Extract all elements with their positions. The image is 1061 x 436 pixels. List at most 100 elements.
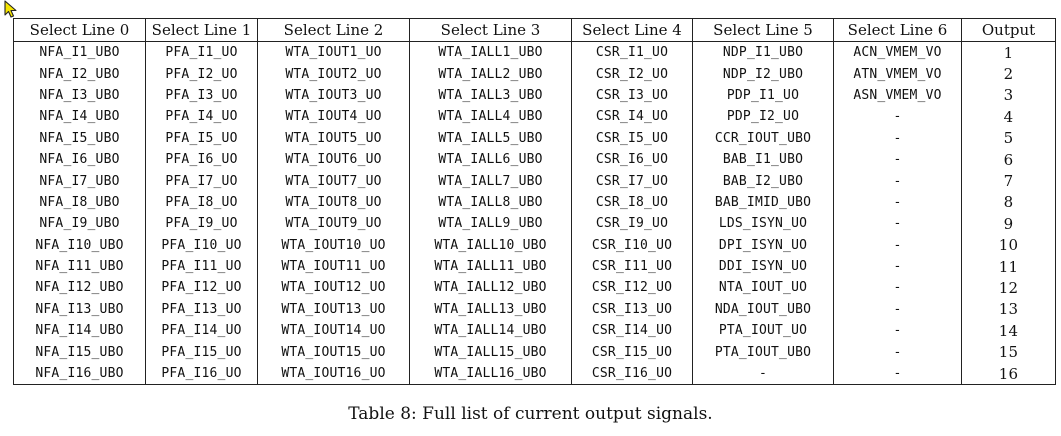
output-cell: 8	[961, 191, 1056, 214]
output-cell: 11	[961, 255, 1056, 278]
signal-cell: PFA_I2_UO	[145, 63, 258, 85]
signal-cell: PFA_I15_UO	[145, 341, 258, 363]
signal-cell: WTA_IALL16_UBO	[409, 362, 572, 386]
signal-cell: WTA_IALL14_UBO	[409, 320, 572, 342]
output-cell: 12	[961, 277, 1056, 299]
signal-cell: CSR_I15_UO	[571, 341, 693, 363]
signal-cell: NDP_I1_UBO	[692, 41, 834, 64]
signal-cell: CSR_I16_UO	[571, 362, 693, 386]
signal-cell: -	[833, 127, 962, 149]
signal-cell: PFA_I12_UO	[145, 277, 258, 299]
signal-cell: WTA_IALL15_UBO	[409, 341, 572, 363]
signal-cell: -	[833, 320, 962, 342]
signal-cell: -	[833, 362, 962, 386]
header-select-line-4: Select Line 4	[571, 18, 693, 42]
table-row: NFA_I9_UBO PFA_I9_UO WTA_IOUT9_UO WTA_IALL9…	[13, 213, 1056, 235]
signal-cell: WTA_IOUT8_UO	[257, 191, 410, 214]
signal-cell: CSR_I11_UO	[571, 255, 693, 278]
signal-cell: NFA_I14_UBO	[13, 320, 146, 342]
signal-cell: WTA_IOUT2_UO	[257, 63, 410, 85]
signal-cell: WTA_IALL2_UBO	[409, 63, 572, 85]
signal-cell: -	[833, 170, 962, 192]
table-row: NFA_I10_UBO PFA_I10_UO WTA_IOUT10_UO WTA_IA…	[13, 234, 1056, 256]
signal-cell: PDP_I2_UO	[692, 106, 834, 128]
signal-cell: WTA_IOUT3_UO	[257, 84, 410, 107]
signal-cell: NFA_I6_UBO	[13, 148, 146, 171]
output-cell: 4	[961, 106, 1056, 128]
signal-cell: NFA_I15_UBO	[13, 341, 146, 363]
signal-cell: -	[692, 362, 834, 386]
signal-cell: -	[833, 341, 962, 363]
signal-cell: CSR_I2_UO	[571, 63, 693, 85]
output-cell: 13	[961, 298, 1056, 321]
signal-cell: CSR_I14_UO	[571, 320, 693, 342]
signal-cell: CSR_I13_UO	[571, 298, 693, 321]
signal-cell: PFA_I13_UO	[145, 298, 258, 321]
header-select-line-3: Select Line 3	[409, 18, 572, 42]
signal-cell: CSR_I1_UO	[571, 41, 693, 64]
signal-cell: BAB_I2_UBO	[692, 170, 834, 192]
header-select-line-0: Select Line 0	[13, 18, 146, 42]
signal-cell: WTA_IALL7_UBO	[409, 170, 572, 192]
signal-cell: -	[833, 213, 962, 235]
signal-cell: NFA_I4_UBO	[13, 106, 146, 128]
signal-cell: DDI_ISYN_UO	[692, 255, 834, 278]
signal-cell: ASN_VMEM_VO	[833, 84, 962, 107]
signal-cell: DPI_ISYN_UO	[692, 234, 834, 256]
signal-cell: CSR_I12_UO	[571, 277, 693, 299]
table-row: NFA_I1_UBO PFA_I1_UO WTA_IOUT1_UO WTA_IALL1…	[13, 41, 1056, 64]
signal-cell: CSR_I6_UO	[571, 148, 693, 171]
signal-cell: CSR_I10_UO	[571, 234, 693, 256]
output-cell: 15	[961, 341, 1056, 363]
table-row: NFA_I13_UBO PFA_I13_UO WTA_IOUT13_UO WTA_IA…	[13, 298, 1056, 321]
signal-cell: NFA_I2_UBO	[13, 63, 146, 85]
signal-cell: PFA_I4_UO	[145, 106, 258, 128]
signal-cell: NFA_I3_UBO	[13, 84, 146, 107]
table-row: NFA_I11_UBO PFA_I11_UO WTA_IOUT11_UO WTA_IA…	[13, 255, 1056, 278]
signal-cell: NTA_IOUT_UO	[692, 277, 834, 299]
table-header-row: Select Line 0 Select Line 1 Select Line …	[13, 18, 1056, 42]
output-cell: 10	[961, 234, 1056, 256]
signal-cell: -	[833, 298, 962, 321]
signal-cell: -	[833, 255, 962, 278]
signal-cell: -	[833, 234, 962, 256]
signal-cell: PDP_I1_UO	[692, 84, 834, 107]
signal-cell: WTA_IOUT10_UO	[257, 234, 410, 256]
signal-cell: -	[833, 148, 962, 171]
signal-cell: LDS_ISYN_UO	[692, 213, 834, 235]
signal-cell: WTA_IALL3_UBO	[409, 84, 572, 107]
signal-cell: WTA_IOUT14_UO	[257, 320, 410, 342]
signal-cell: PFA_I11_UO	[145, 255, 258, 278]
signal-cell: NFA_I12_UBO	[13, 277, 146, 299]
signal-cell: BAB_IMID_UBO	[692, 191, 834, 214]
signal-cell: WTA_IALL11_UBO	[409, 255, 572, 278]
signal-cell: ATN_VMEM_VO	[833, 63, 962, 85]
signal-cell: BAB_I1_UBO	[692, 148, 834, 171]
signal-cell: WTA_IOUT7_UO	[257, 170, 410, 192]
signal-cell: -	[833, 277, 962, 299]
output-cell: 14	[961, 320, 1056, 342]
signal-cell: NFA_I13_UBO	[13, 298, 146, 321]
signal-cell: NFA_I9_UBO	[13, 213, 146, 235]
signal-cell: WTA_IOUT4_UO	[257, 106, 410, 128]
signal-cell: NFA_I16_UBO	[13, 362, 146, 386]
signal-cell: WTA_IALL4_UBO	[409, 106, 572, 128]
table-row: NFA_I14_UBO PFA_I14_UO WTA_IOUT14_UO WTA_IA…	[13, 320, 1056, 342]
signal-cell: WTA_IALL6_UBO	[409, 148, 572, 171]
signal-cell: WTA_IALL13_UBO	[409, 298, 572, 321]
signal-cell: -	[833, 106, 962, 128]
output-signals-table: Select Line 0 Select Line 1 Select Line …	[13, 18, 1056, 386]
signal-cell: WTA_IOUT12_UO	[257, 277, 410, 299]
signal-cell: CSR_I5_UO	[571, 127, 693, 149]
signal-cell: NDA_IOUT_UBO	[692, 298, 834, 321]
output-cell: 3	[961, 84, 1056, 107]
output-cell: 7	[961, 170, 1056, 192]
signal-cell: PFA_I5_UO	[145, 127, 258, 149]
signal-cell: WTA_IALL10_UBO	[409, 234, 572, 256]
signal-cell: WTA_IOUT9_UO	[257, 213, 410, 235]
signal-cell: PFA_I16_UO	[145, 362, 258, 386]
signal-cell: WTA_IOUT6_UO	[257, 148, 410, 171]
signal-cell: PTA_IOUT_UO	[692, 320, 834, 342]
output-cell: 9	[961, 213, 1056, 235]
output-cell: 5	[961, 127, 1056, 149]
